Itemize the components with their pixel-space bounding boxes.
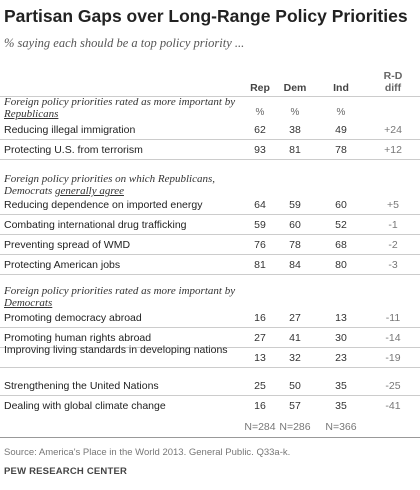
column-header-ind: Ind bbox=[333, 82, 349, 94]
cell-rep: 62 bbox=[254, 124, 266, 136]
chart-title: Partisan Gaps over Long-Range Policy Pri… bbox=[4, 6, 408, 26]
sample-size-ind: N=366 bbox=[325, 421, 357, 433]
footer-divider bbox=[0, 437, 420, 438]
cell-ind: 49 bbox=[335, 124, 347, 136]
cell-dem: 81 bbox=[289, 144, 301, 156]
cell-dem: 78 bbox=[289, 239, 301, 251]
cell-ind: 60 bbox=[335, 199, 347, 211]
row-divider bbox=[0, 234, 420, 235]
row-label: Protecting American jobs bbox=[4, 259, 121, 271]
cell-dem: 50 bbox=[289, 380, 301, 392]
cell-dem: 38 bbox=[289, 124, 301, 136]
cell-diff: -11 bbox=[385, 312, 401, 324]
cell-dem: 27 bbox=[289, 312, 301, 324]
cell-diff: -3 bbox=[388, 259, 398, 271]
row-label: Strengthening the United Nations bbox=[4, 380, 159, 392]
row-label: Improving living standards in developing… bbox=[4, 344, 228, 356]
percent-sign-ind: % bbox=[336, 107, 346, 118]
row-divider bbox=[0, 395, 420, 396]
section-heading-text: Foreign policy priorities on which Repub… bbox=[4, 173, 216, 197]
row-label: Combating international drug trafficking bbox=[4, 219, 187, 231]
column-header-dem: Dem bbox=[283, 82, 307, 94]
row-divider bbox=[0, 347, 420, 348]
row-label: Protecting U.S. from terrorism bbox=[4, 144, 143, 156]
cell-dem: 57 bbox=[289, 400, 301, 412]
row-label: Dealing with global climate change bbox=[4, 400, 166, 412]
cell-rep: 81 bbox=[254, 259, 266, 271]
cell-rep: 16 bbox=[254, 312, 266, 324]
row-label: Promoting human rights abroad bbox=[4, 332, 152, 344]
cell-diff: -1 bbox=[388, 219, 398, 231]
row-label: Reducing illegal immigration bbox=[4, 124, 136, 136]
cell-diff: -2 bbox=[388, 239, 398, 251]
row-divider bbox=[0, 367, 420, 368]
cell-dem: 41 bbox=[289, 332, 301, 344]
row-divider bbox=[0, 214, 420, 215]
cell-ind: 80 bbox=[335, 259, 347, 271]
brand-label: PEW RESEARCH CENTER bbox=[4, 466, 128, 477]
cell-rep: 27 bbox=[254, 332, 266, 344]
row-divider bbox=[0, 274, 420, 275]
cell-rep: 59 bbox=[254, 219, 266, 231]
cell-diff: -14 bbox=[385, 332, 401, 344]
cell-ind: 23 bbox=[335, 352, 347, 364]
section-heading-text: Foreign policy priorities rated as more … bbox=[4, 96, 236, 108]
section-heading-democrats: Foreign policy priorities rated as more … bbox=[4, 285, 240, 309]
cell-ind: 30 bbox=[335, 332, 347, 344]
cell-dem: 59 bbox=[289, 199, 301, 211]
row-label: Preventing spread of WMD bbox=[4, 239, 131, 251]
cell-ind: 35 bbox=[335, 380, 347, 392]
cell-rep: 13 bbox=[254, 352, 266, 364]
row-label: Reducing dependence on imported energy bbox=[4, 199, 203, 211]
section-heading-agree: Foreign policy priorities on which Repub… bbox=[4, 173, 240, 197]
row-divider bbox=[0, 327, 420, 328]
cell-ind: 68 bbox=[335, 239, 347, 251]
cell-ind: 52 bbox=[335, 219, 347, 231]
header-divider bbox=[0, 96, 420, 97]
cell-ind: 35 bbox=[335, 400, 347, 412]
cell-rep: 16 bbox=[254, 400, 266, 412]
section-heading-text: Foreign policy priorities rated as more … bbox=[4, 285, 236, 297]
column-header-rep: Rep bbox=[250, 82, 270, 94]
cell-diff: -25 bbox=[385, 380, 401, 392]
cell-rep: 93 bbox=[254, 144, 266, 156]
cell-diff: +12 bbox=[384, 144, 402, 156]
percent-sign-dem: % bbox=[290, 107, 300, 118]
cell-diff: -41 bbox=[385, 400, 401, 412]
cell-rep: 64 bbox=[254, 199, 266, 211]
cell-diff: +24 bbox=[384, 124, 402, 136]
column-header-diff-line2: diff bbox=[384, 82, 402, 94]
section-heading-underlined: Republicans bbox=[4, 108, 59, 120]
cell-diff: +5 bbox=[387, 199, 399, 211]
column-header-diff-line1: R-D bbox=[383, 70, 403, 82]
cell-dem: 84 bbox=[289, 259, 301, 271]
cell-dem: 32 bbox=[289, 352, 301, 364]
cell-rep: 76 bbox=[254, 239, 266, 251]
cell-ind: 78 bbox=[335, 144, 347, 156]
cell-ind: 13 bbox=[335, 312, 347, 324]
row-divider bbox=[0, 159, 420, 160]
chart-subtitle: % saying each should be a top policy pri… bbox=[4, 36, 245, 50]
section-heading-republicans: Foreign policy priorities rated as more … bbox=[4, 96, 240, 120]
row-label: Promoting democracy abroad bbox=[4, 312, 142, 324]
percent-sign-rep: % bbox=[255, 107, 265, 118]
row-divider bbox=[0, 254, 420, 255]
sample-size-dem: N=286 bbox=[279, 421, 311, 433]
section-heading-underlined: Democrats bbox=[4, 297, 53, 309]
cell-diff: -19 bbox=[385, 352, 401, 364]
row-divider bbox=[0, 139, 420, 140]
sample-size-rep: N=284 bbox=[244, 421, 276, 433]
source-note: Source: America's Place in the World 201… bbox=[4, 447, 291, 458]
cell-dem: 60 bbox=[289, 219, 301, 231]
cell-rep: 25 bbox=[254, 380, 266, 392]
section-heading-underlined: generally agree bbox=[55, 185, 124, 197]
